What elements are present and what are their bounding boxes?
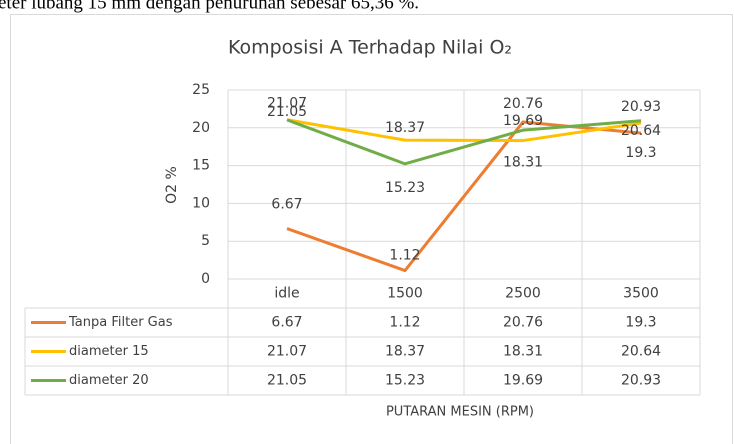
table-cell: 21.05 [267,373,307,389]
data-label: 21.07 [267,96,307,112]
legend-label: diameter 15 [69,344,149,359]
chart-title: Komposisi A Terhadap Nilai O₂ [228,37,512,59]
data-label: 20.64 [621,123,661,139]
x-tick-label: 3500 [623,286,659,302]
table-cell: 20.76 [503,315,543,331]
table-cell: 19.69 [503,373,543,389]
data-label: 6.67 [271,197,302,213]
data-label: 15.23 [385,180,425,196]
x-tick-label: 2500 [505,286,541,302]
legend-label: diameter 20 [69,373,149,388]
x-axis-label: PUTARAN MESIN (RPM) [386,405,534,420]
y-tick-label: 5 [201,233,210,249]
data-label: 18.31 [503,155,543,171]
data-label: 20.76 [503,96,543,112]
data-label: 21.05 [267,104,307,120]
data-label: 1.12 [389,248,420,264]
table-cell: 21.07 [267,344,307,360]
header-text: eter lubang 15 mm dengan penurunan sebes… [0,0,419,13]
y-axis-label: O2 % [164,166,180,204]
chart-frame [10,14,733,444]
table-cell: 20.64 [621,344,661,360]
series-line [286,118,642,143]
table-cell: 18.31 [503,344,543,360]
data-label: 19.69 [503,113,543,129]
legend-label: Tanpa Filter Gas [68,315,173,330]
y-tick-label: 0 [201,271,210,287]
table-cell: 20.93 [621,373,661,389]
data-label: 18.37 [385,120,425,136]
y-tick-label: 20 [192,120,210,136]
table-cell: 6.67 [271,315,302,331]
table-cell: 15.23 [385,373,425,389]
y-tick-label: 10 [192,195,210,211]
table-cell: 18.37 [385,344,425,360]
x-tick-label: idle [274,286,299,302]
y-tick-label: 15 [192,158,210,174]
data-label: 20.93 [621,99,661,115]
y-tick-label: 25 [192,82,210,98]
table-cell: 1.12 [389,315,420,331]
series-line [286,120,642,273]
data-label: 19.3 [625,145,656,161]
x-tick-label: 1500 [387,286,423,302]
series-line [286,118,642,166]
table-cell: 19.3 [625,315,656,331]
